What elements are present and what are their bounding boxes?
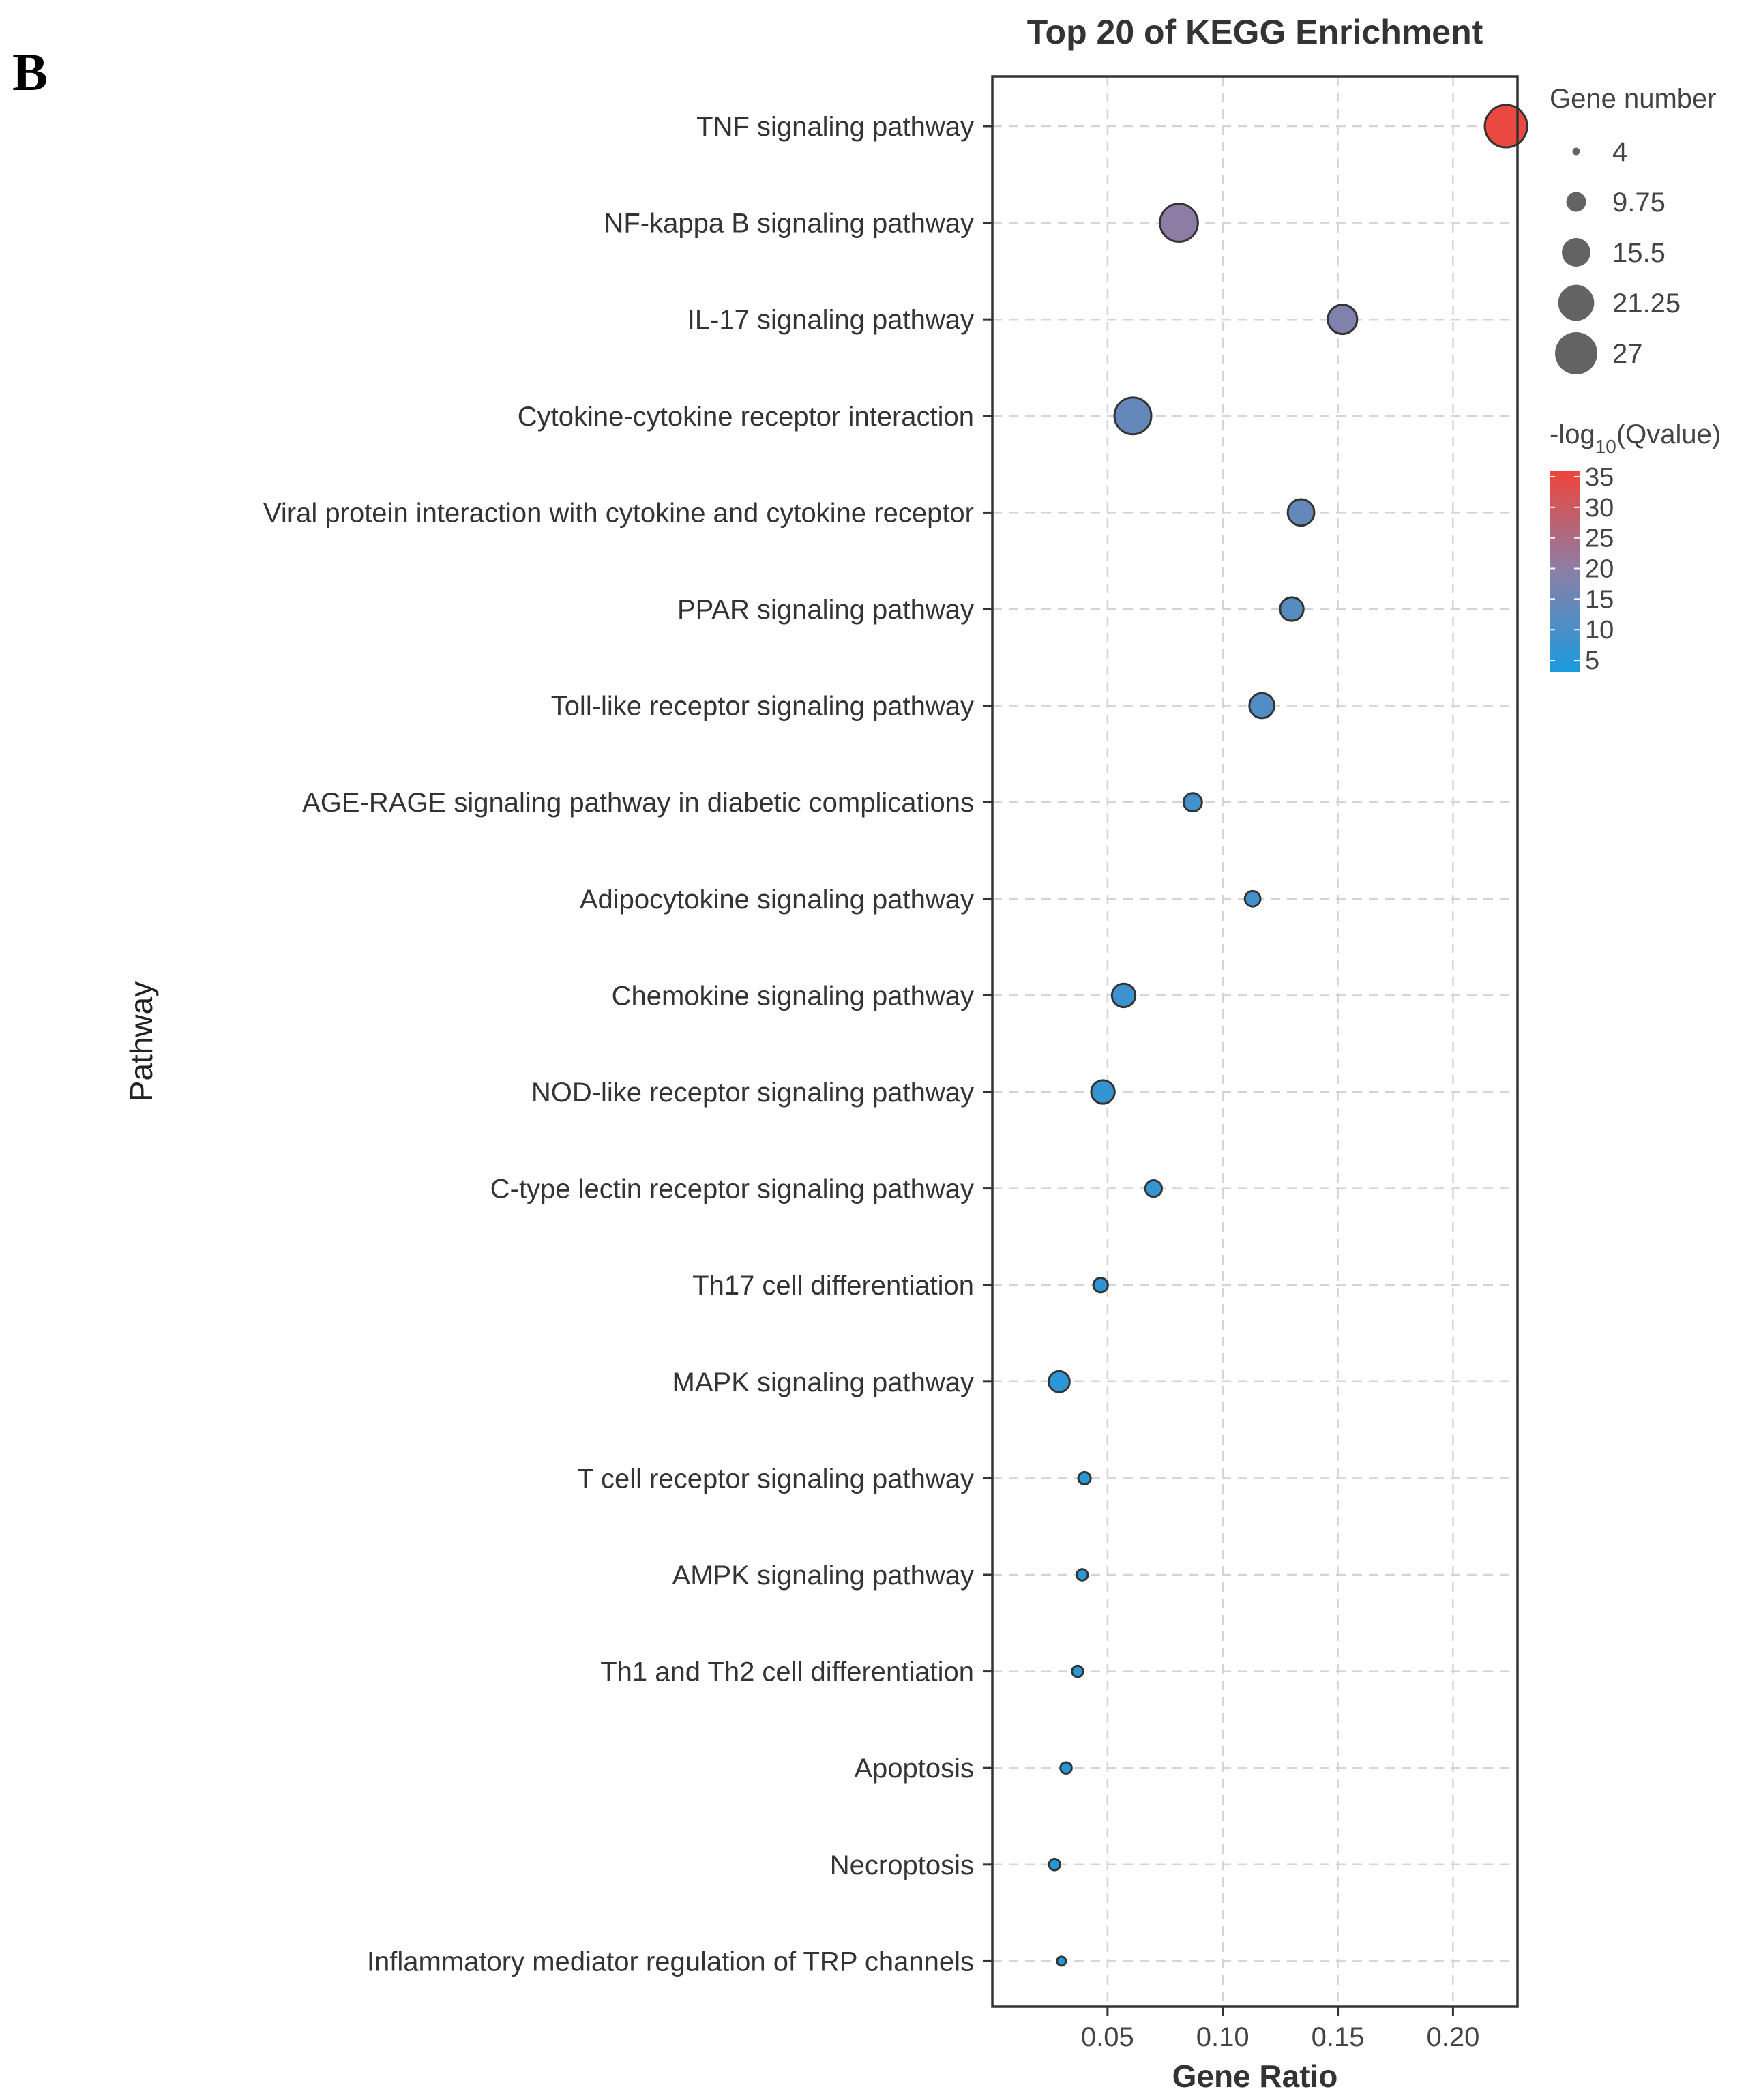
pathway-label: Cytokine-cytokine receptor interaction (518, 402, 974, 432)
pathway-label: AMPK signaling pathway (672, 1561, 974, 1591)
color-legend-label: 35 (1585, 463, 1614, 492)
pathway-labels: TNF signaling pathway NF-kappa B signalin… (263, 112, 992, 1977)
color-legend-label: 10 (1585, 616, 1614, 645)
pathway-label: Toll-like receptor signaling pathway (551, 692, 974, 722)
data-point (1071, 1664, 1084, 1678)
data-point (1113, 396, 1153, 436)
size-legend-symbol (1555, 332, 1597, 374)
y-axis-title: Pathway (123, 981, 159, 1101)
pathway-label: T cell receptor signaling pathway (577, 1464, 974, 1494)
data-point (1056, 1955, 1067, 1967)
x-tick-label: 0.10 (1196, 2022, 1249, 2052)
colorbar-gradient (1550, 471, 1580, 672)
x-tick-label: 0.20 (1427, 2022, 1480, 2052)
pathway-label: PPAR signaling pathway (677, 595, 974, 625)
pathway-label: Necroptosis (830, 1850, 974, 1880)
pathway-label: Inflammatory mediator regulation of TRP … (367, 1947, 974, 1977)
panel-label: B (12, 42, 48, 102)
size-legend-label: 9.75 (1612, 188, 1666, 218)
size-legend-label: 21.25 (1612, 289, 1681, 319)
size-legend-label: 27 (1612, 339, 1643, 369)
color-legend-label: 20 (1585, 555, 1614, 584)
pathway-label: C-type lectin receptor signaling pathway (490, 1174, 974, 1204)
size-legend-symbol (1566, 192, 1586, 212)
plot-frame (991, 75, 1519, 2008)
data-point (1243, 889, 1262, 908)
size-legend-symbol (1562, 238, 1590, 267)
data-point (1077, 1470, 1092, 1485)
color-legend-label: 30 (1585, 494, 1614, 522)
pathway-label: Viral protein interaction with cytokine … (263, 498, 974, 528)
pathway-label: AGE-RAGE signaling pathway in diabetic c… (302, 788, 974, 818)
data-point (1059, 1761, 1073, 1775)
size-legend-label: 4 (1612, 137, 1627, 167)
size-legend-label: 15.5 (1612, 238, 1666, 268)
data-point (1090, 1079, 1116, 1105)
data-point (1092, 1277, 1109, 1294)
data-point (1048, 1858, 1061, 1872)
data-point (1048, 1370, 1071, 1393)
x-tick-label: 0.15 (1312, 2022, 1365, 2052)
pathway-label: IL-17 signaling pathway (687, 305, 974, 335)
chart-title: Top 20 of KEGG Enrichment (1027, 13, 1483, 51)
data-point (1110, 982, 1137, 1009)
data-point (1483, 104, 1528, 149)
pathway-label: Apoptosis (854, 1754, 974, 1784)
pathway-label: MAPK signaling pathway (672, 1367, 974, 1397)
pathway-label: TNF signaling pathway (696, 112, 974, 142)
data-point (1327, 304, 1359, 336)
x-axis-title: Gene Ratio (1172, 2058, 1338, 2094)
size-legend-symbol (1558, 284, 1595, 321)
data-point (1075, 1568, 1089, 1582)
pathway-label: Adipocytokine signaling pathway (580, 885, 974, 915)
pathway-label: NF-kappa B signaling pathway (604, 209, 974, 239)
data-point (1182, 792, 1203, 813)
pathway-label: Chemokine signaling pathway (612, 981, 974, 1011)
data-point (1248, 692, 1275, 720)
x-tick-label: 0.05 (1081, 2022, 1134, 2052)
color-legend-label: 15 (1585, 585, 1614, 614)
x-axis-ticks: 0.05 0.10 0.15 0.20 (1081, 2007, 1479, 2052)
pathway-label: Th1 and Th2 cell differentiation (600, 1657, 974, 1687)
size-legend-title: Gene number (1550, 84, 1717, 114)
data-point (1144, 1179, 1164, 1198)
pathway-label: Th17 cell differentiation (692, 1271, 974, 1301)
color-legend-label: 5 (1585, 647, 1599, 675)
data-point (1279, 596, 1305, 622)
grid-lines (992, 76, 1518, 2007)
size-legend-symbol (1572, 147, 1580, 156)
color-legend-label: 25 (1585, 524, 1614, 553)
size-legend: Gene number 4 9.75 15.5 21.25 27 (1550, 84, 1717, 374)
data-point (1286, 498, 1316, 527)
data-points (1048, 104, 1528, 1967)
pathway-label: NOD-like receptor signaling pathway (531, 1078, 974, 1108)
color-legend-title: -log10(Qvalue) (1550, 419, 1721, 457)
data-point (1159, 203, 1199, 243)
